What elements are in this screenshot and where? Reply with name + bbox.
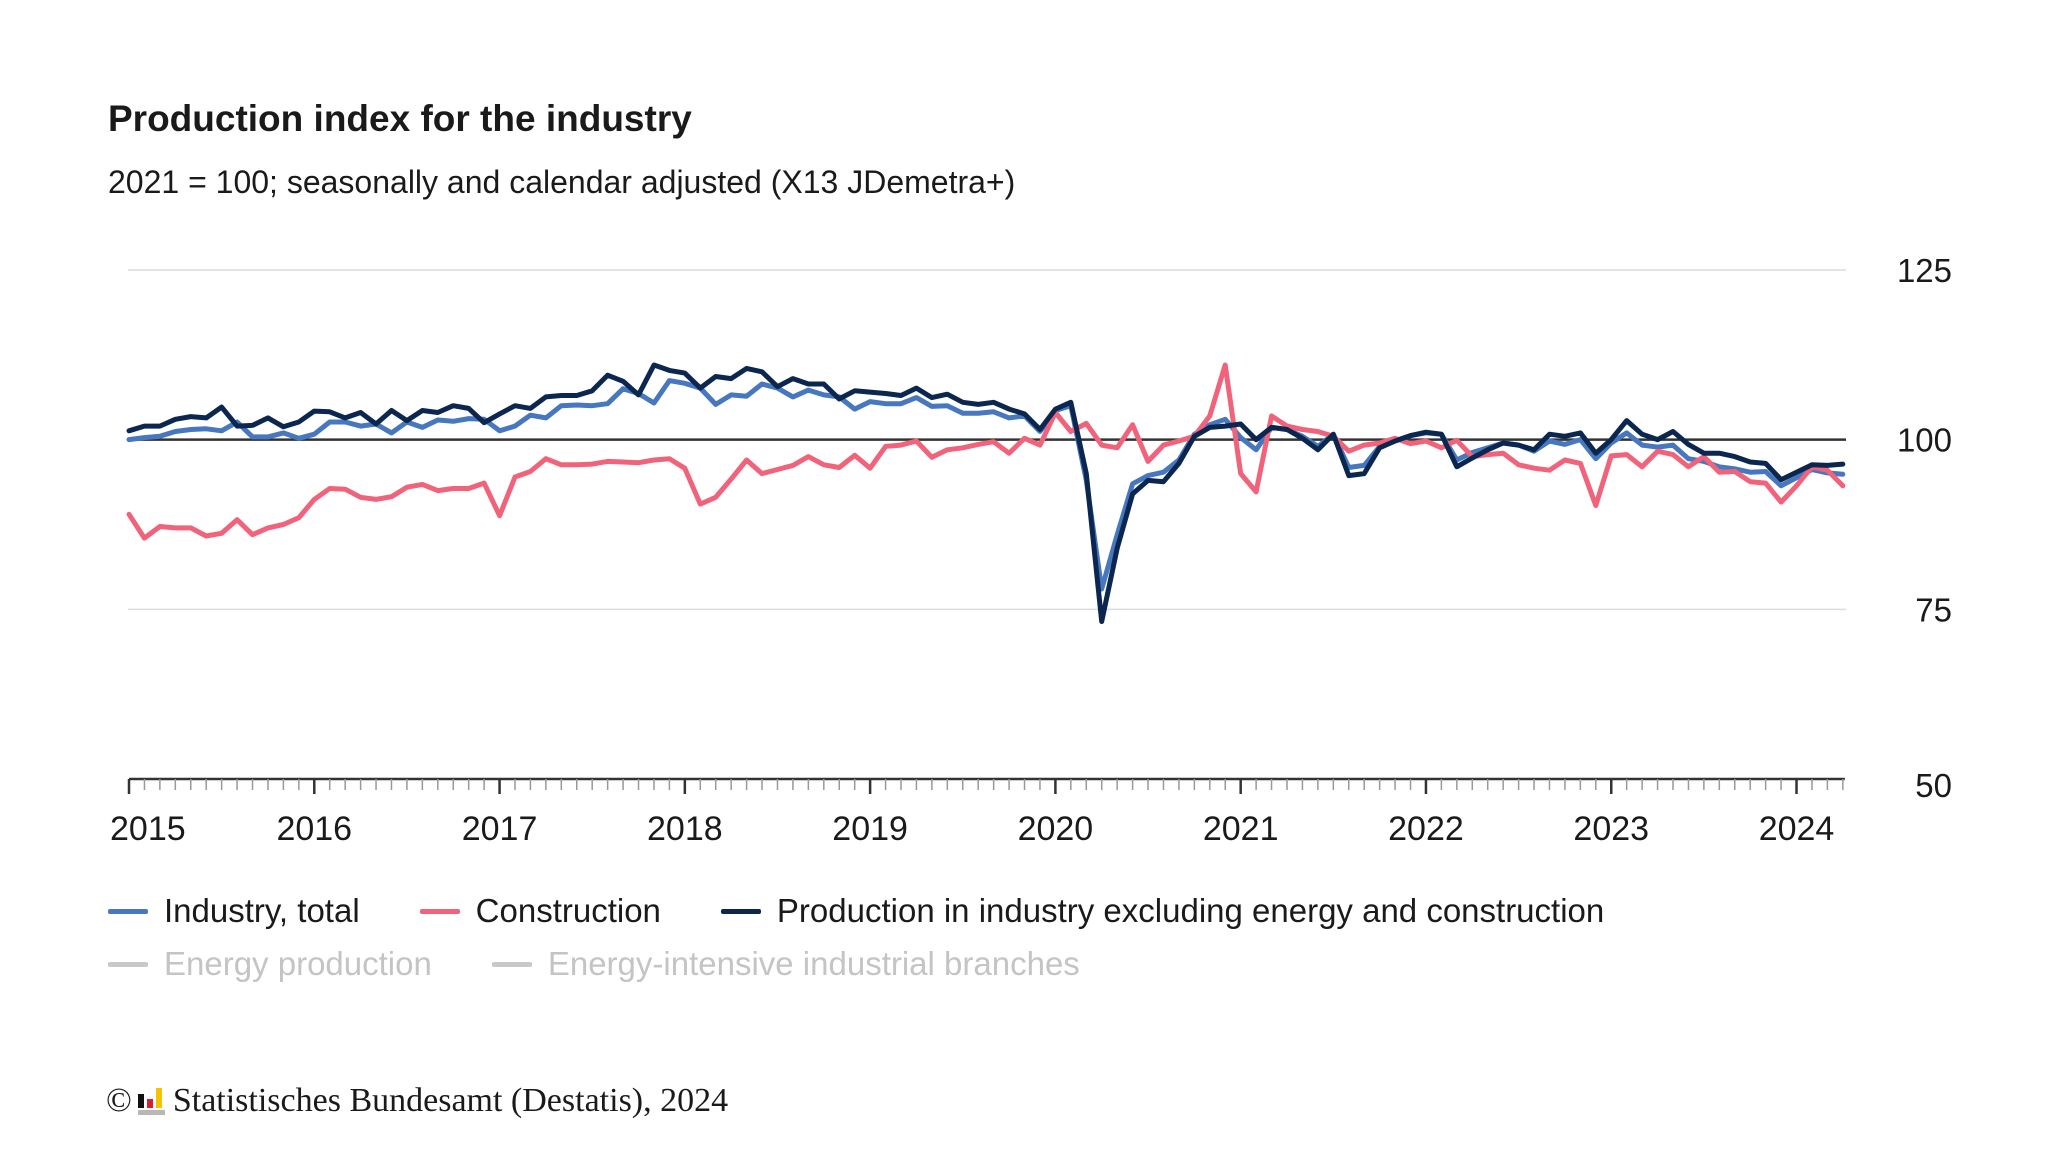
y-tick-label: 125 [1897, 252, 1952, 289]
source-footer: © Statistisches Bundesamt (Destatis), 20… [106, 1082, 728, 1120]
legend-item-production-excl-energy-construction[interactable]: Production in industry excluding energy … [720, 892, 1605, 930]
legend-item-construction[interactable]: Construction [419, 892, 661, 930]
chart-title: Production index for the industry [108, 98, 692, 139]
x-tick-label: 2023 [1573, 810, 1649, 848]
legend-label: Energy-intensive industrial branches [547, 945, 1080, 982]
x-tick-label: 2019 [832, 810, 908, 848]
chart-subtitle: 2021 = 100; seasonally and calendar adju… [108, 164, 1016, 200]
legend-item-energy-production[interactable]: Energy production [108, 945, 432, 983]
legend-label: Production in industry excluding energy … [776, 892, 1605, 929]
x-tick-label: 2022 [1388, 810, 1464, 848]
legend-label: Energy production [164, 945, 432, 982]
legend-swatch [419, 908, 460, 914]
y-tick-label: 50 [1915, 767, 1952, 804]
series-line-2 [126, 362, 1846, 624]
legend-swatch [108, 961, 148, 967]
x-tick-label: 2018 [647, 810, 723, 848]
series-line-1 [126, 362, 1846, 541]
x-tick-label: 2017 [462, 810, 538, 848]
x-tick-label: 2020 [1018, 810, 1094, 848]
legend-swatch [108, 908, 148, 914]
series-line-0 [126, 378, 1846, 592]
destatis-logo-icon [137, 1087, 165, 1115]
copyright-symbol: © [106, 1082, 132, 1119]
legend-swatch [720, 908, 761, 914]
x-tick-label: 2024 [1759, 810, 1835, 848]
source-text: Statistisches Bundesamt (Destatis), 2024 [172, 1082, 729, 1119]
legend-item-energy-intensive-branches[interactable]: Energy-intensive industrial branches [491, 945, 1080, 983]
x-tick-label: 2021 [1203, 810, 1279, 848]
y-tick-label: 100 [1897, 422, 1952, 459]
x-tick-label: 2015 [110, 810, 186, 848]
legend-label: Industry, total [164, 892, 360, 929]
legend-label: Construction [475, 892, 661, 929]
legend-swatch [491, 961, 532, 967]
legend-item-industry-total[interactable]: Industry, total [108, 892, 360, 930]
y-tick-label: 75 [1915, 591, 1952, 628]
x-tick-label: 2016 [276, 810, 352, 848]
